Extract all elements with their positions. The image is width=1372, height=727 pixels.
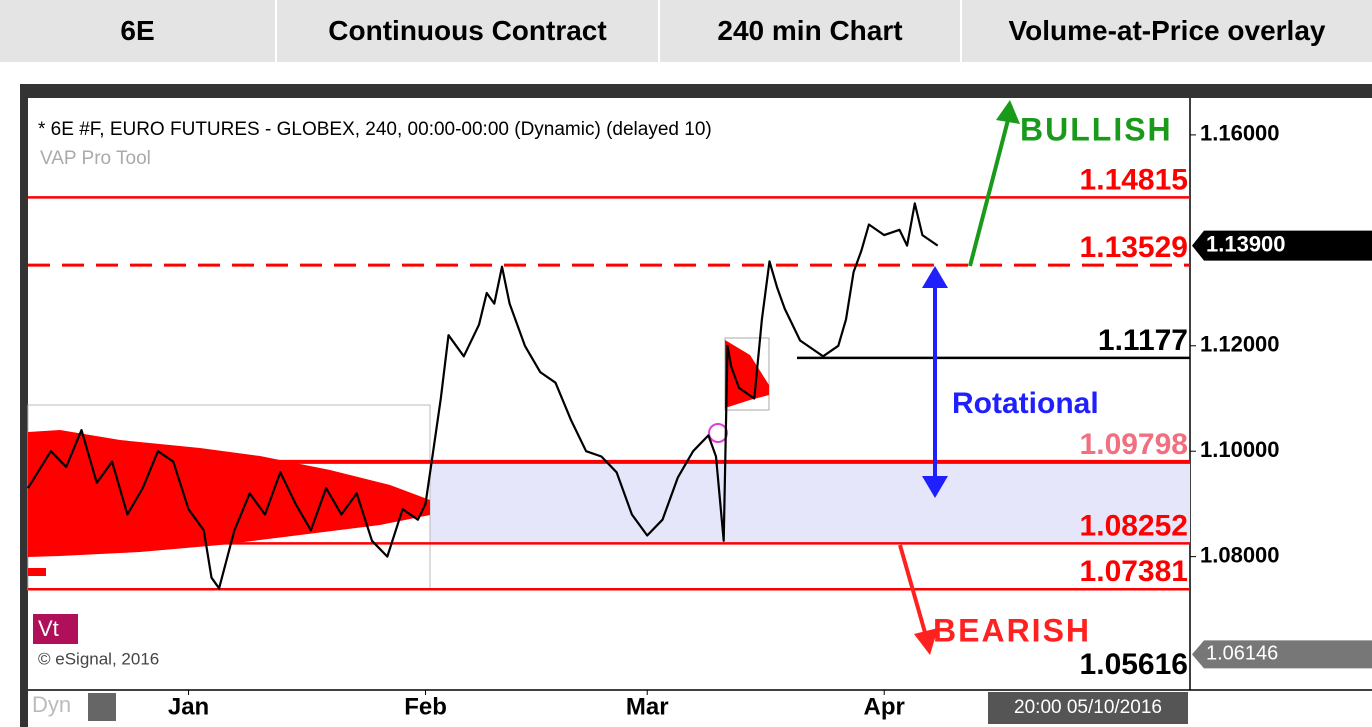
header-cell: Volume-at-Price overlay	[962, 0, 1372, 62]
dyn-label: Dyn	[32, 692, 71, 717]
tool-icon[interactable]	[88, 693, 116, 721]
chart-subtitle: VAP Pro Tool	[40, 148, 151, 169]
level-label: 1.09798	[1080, 428, 1188, 461]
level-label: 1.13529	[1080, 231, 1188, 264]
x-tick-label: Feb	[404, 693, 447, 720]
timestamp-box	[988, 692, 1188, 724]
x-tick-label: Mar	[626, 693, 669, 720]
volume-profile	[725, 340, 769, 408]
y-tick-label: 1.12000	[1200, 332, 1280, 357]
header-cell: Continuous Contract	[277, 0, 658, 62]
last-price-tag	[1192, 230, 1372, 261]
chart-background	[28, 98, 1372, 727]
header-cell: 240 min Chart	[660, 0, 960, 62]
level-label: 1.07381	[1080, 555, 1188, 588]
x-tick-label: Apr	[864, 693, 905, 720]
y-tick-label: 1.08000	[1200, 542, 1280, 567]
event-marker	[708, 423, 728, 443]
rotational-zone	[430, 461, 1190, 544]
y-tick-label: 1.10000	[1200, 437, 1280, 462]
chart-title: * 6E #F, EURO FUTURES - GLOBEX, 240, 00:…	[38, 119, 712, 140]
level-label: 1.1177	[1098, 324, 1188, 357]
level-label: 1.08252	[1080, 509, 1188, 542]
level-label: 1.05616	[1080, 648, 1188, 681]
bullish-arrowhead	[996, 100, 1020, 124]
volume-profile	[28, 568, 46, 576]
bullish-arrow	[968, 119, 1010, 267]
x-tick-label: Jan	[168, 693, 209, 720]
y-tick-label: 1.16000	[1200, 121, 1280, 146]
marker-price-tag	[1192, 640, 1372, 669]
header-cell: 6E	[0, 0, 275, 62]
badge-label: Vt	[38, 616, 59, 641]
rotational-label: Rotational	[952, 387, 1099, 420]
badge	[33, 614, 78, 644]
bearish-label: BEARISH	[933, 612, 1091, 648]
last-price-label: 1.13900	[1206, 231, 1286, 256]
header: 6E Continuous Contract 240 min Chart Vol…	[0, 0, 1372, 62]
bullish-label: BULLISH	[1020, 111, 1173, 147]
timestamp: 20:00 05/10/2016	[1014, 697, 1162, 718]
price-line	[27, 202, 939, 590]
bearish-arrow	[898, 544, 928, 637]
rotational-arrowhead	[922, 266, 948, 288]
rotational-arrowhead	[922, 476, 948, 498]
copyright: © eSignal, 2016	[38, 649, 159, 668]
bearish-arrowhead	[914, 628, 938, 655]
marker-price-label: 1.06146	[1206, 643, 1278, 665]
level-label: 1.14815	[1080, 163, 1188, 196]
